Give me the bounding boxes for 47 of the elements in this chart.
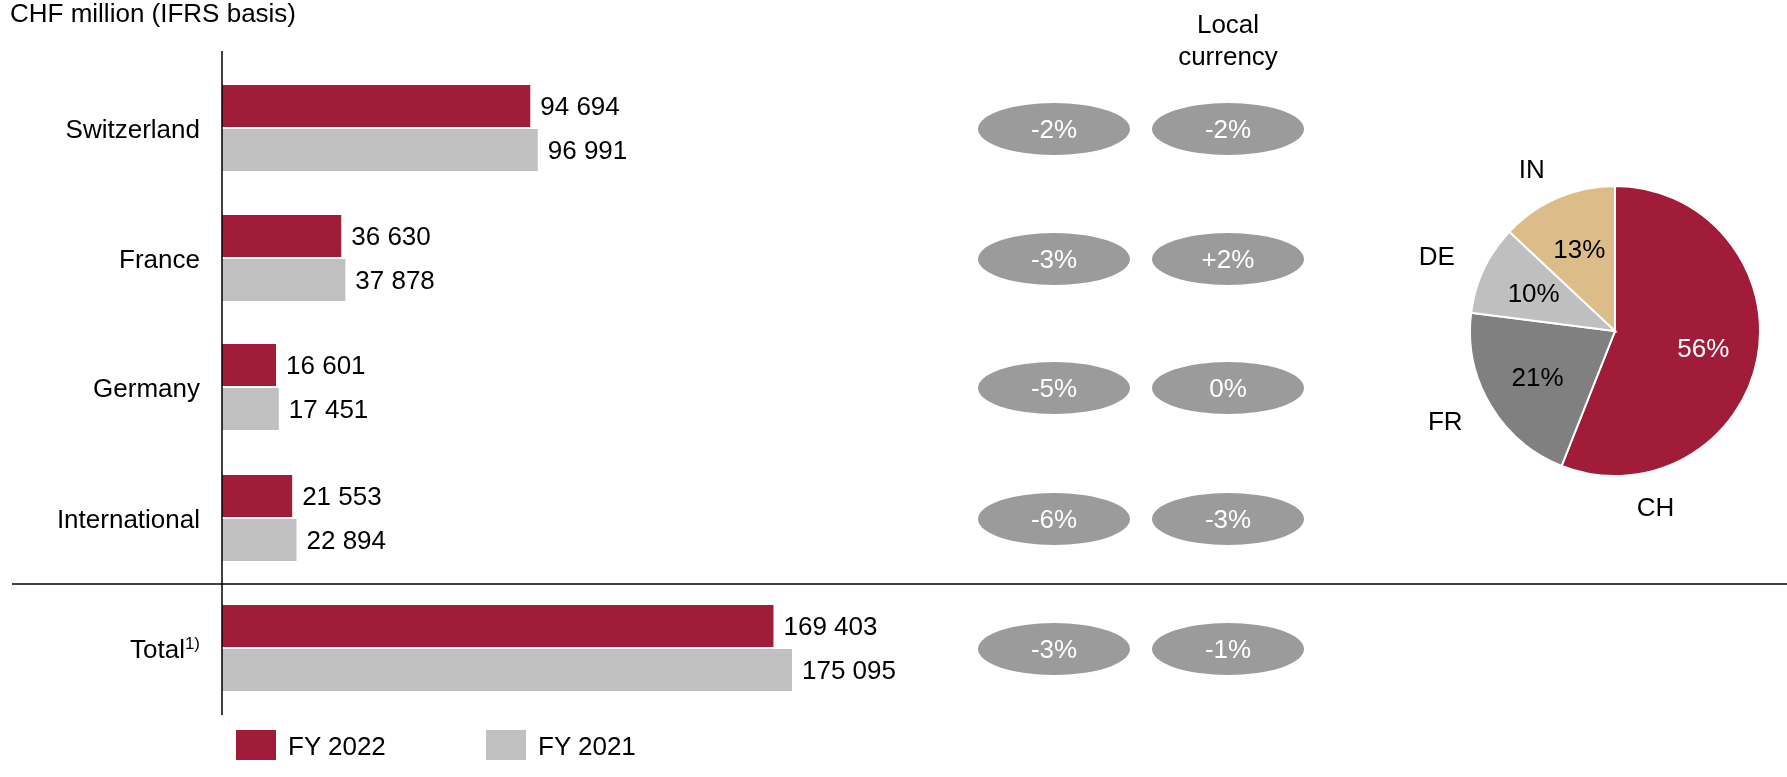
data-label: 169 403 [783,611,878,641]
bar [222,129,538,171]
legend-label: FY 2021 [538,731,636,761]
bar [222,475,293,517]
legend-label: FY 2022 [288,731,386,761]
text: +2% [1201,244,1255,274]
bar [222,344,277,386]
data-label: 37 878 [355,265,435,295]
bar [222,85,531,127]
slice-label: IN [1518,153,1545,184]
chart-title: CHF million (IFRS basis) [10,0,297,28]
data-label: 10% [1507,277,1560,308]
text: -3% [1204,504,1252,534]
text: -3% [1030,244,1078,274]
data-label: 13% [1553,233,1606,264]
data-label: 175 095 [802,655,896,685]
data-label: 16 601 [286,350,366,380]
slice-label: DE [1418,240,1455,271]
bar [222,519,297,561]
data-label: 36 630 [351,221,431,251]
data-label: 94 694 [540,91,620,121]
data-label: 56% [1677,332,1730,363]
text: 0% [1209,373,1247,403]
bar [222,605,774,647]
data-label: 21% [1511,361,1564,392]
text: -5% [1030,373,1078,403]
y-tick-label: Switzerland [65,114,200,144]
bar [222,259,346,301]
bar [222,649,792,691]
slice-label: CH [1636,491,1675,522]
data-label: 21 553 [302,481,382,511]
text: -6% [1030,504,1078,534]
text: -3% [1030,634,1078,664]
text: -2% [1204,114,1252,144]
data-label: 17 451 [288,394,369,424]
data-label: 96 991 [547,135,628,165]
text: Local currency [1178,9,1278,71]
y-tick-label: Germany [93,373,200,403]
bar [222,215,342,257]
bar [222,388,279,430]
y-tick-label: International [56,504,200,534]
y-tick-label: France [119,244,200,274]
y-tick-label: Total$^{1)}$ [130,633,200,664]
text: -1% [1204,634,1252,664]
slice-label: FR [1427,406,1463,437]
data-label: 22 894 [306,525,387,555]
text: -2% [1030,114,1078,144]
